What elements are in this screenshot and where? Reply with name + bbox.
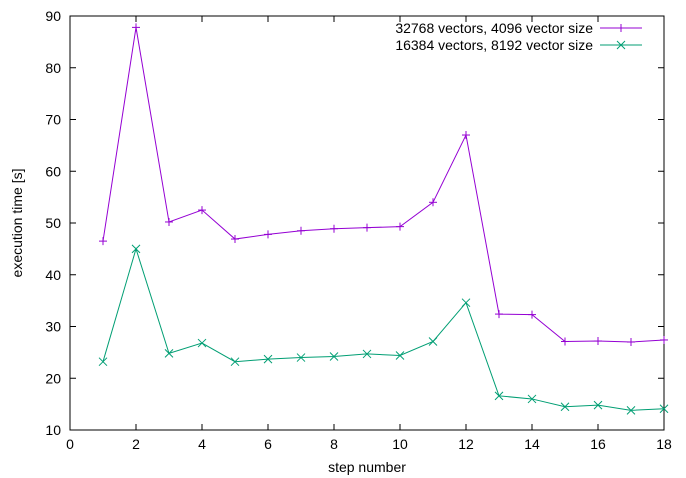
series-2-point xyxy=(593,400,603,410)
series-2-point xyxy=(527,394,537,404)
series-2-point xyxy=(395,351,405,360)
series-1-point xyxy=(99,237,107,246)
series-2-point xyxy=(131,244,141,254)
legend-marker-2 xyxy=(616,40,626,50)
series-2-point xyxy=(494,391,504,401)
legend-label-2: 16384 vectors, 8192 vector size xyxy=(395,37,593,53)
y-axis-label: execution time [s] xyxy=(9,169,25,278)
series-2-point xyxy=(164,349,174,358)
series-2-point xyxy=(197,338,207,348)
y-tick-label: 10 xyxy=(45,422,61,438)
y-tick-label: 70 xyxy=(45,112,61,128)
series-1-point xyxy=(429,198,437,207)
series-2-point xyxy=(461,298,471,308)
series-1-point xyxy=(264,230,272,239)
series-layer xyxy=(98,23,669,415)
axis-ticks: 0 2 4 6 8 10 12 14 16 18 10 20 30 40 50 60 70 80 90 xyxy=(45,8,672,452)
x-tick-label: 2 xyxy=(132,436,140,452)
series-2-point xyxy=(98,357,108,367)
y-tick-label: 20 xyxy=(45,370,61,386)
series-1-point xyxy=(330,224,338,233)
series-1 xyxy=(99,23,668,347)
series-1-point xyxy=(561,337,569,346)
plot-frame xyxy=(69,15,665,431)
x-tick-label: 0 xyxy=(66,436,74,452)
x-tick-label: 6 xyxy=(264,436,272,452)
series-1-line xyxy=(102,27,665,343)
y-tick-label: 90 xyxy=(45,8,61,24)
x-tick-label: 10 xyxy=(392,436,408,452)
series-1-point xyxy=(363,223,371,232)
x-tick-label: 18 xyxy=(656,436,672,452)
series-1-point xyxy=(462,131,470,140)
y-tick-label: 50 xyxy=(45,215,61,231)
y-tick-label: 30 xyxy=(45,319,61,335)
series-2-point xyxy=(263,354,273,364)
x-tick-label: 8 xyxy=(330,436,338,452)
series-2-point xyxy=(296,353,306,362)
series-1-point xyxy=(297,226,305,235)
x-tick-label: 14 xyxy=(524,436,540,452)
series-2-point xyxy=(626,405,636,415)
series-2-point xyxy=(230,357,240,367)
series-1-point xyxy=(495,310,503,319)
x-tick-label: 16 xyxy=(590,436,606,452)
y-tick-label: 80 xyxy=(45,60,61,76)
series-1-point xyxy=(594,336,602,345)
legend-label-1: 32768 vectors, 4096 vector size xyxy=(395,20,593,36)
series-2-line xyxy=(102,247,665,411)
series-1-point xyxy=(198,206,206,215)
series-2-point xyxy=(362,349,372,359)
series-1-point xyxy=(165,217,173,226)
series-2-point xyxy=(428,337,438,346)
y-tick-label: 40 xyxy=(45,267,61,283)
series-1-point xyxy=(396,222,404,231)
legend-marker-1 xyxy=(617,24,625,32)
series-1-point xyxy=(528,310,536,319)
series-2-point xyxy=(329,352,339,361)
x-tick-label: 12 xyxy=(458,436,474,452)
series-2 xyxy=(98,244,669,415)
series-1-point xyxy=(132,23,140,32)
y-tick-label: 60 xyxy=(45,163,61,179)
x-axis-label: step number xyxy=(328,459,406,475)
series-1-point xyxy=(660,335,668,344)
series-1-point xyxy=(627,338,635,347)
series-2-point xyxy=(659,404,669,414)
series-2-point xyxy=(560,402,570,412)
x-tick-label: 4 xyxy=(198,436,206,452)
series-1-point xyxy=(231,235,239,244)
